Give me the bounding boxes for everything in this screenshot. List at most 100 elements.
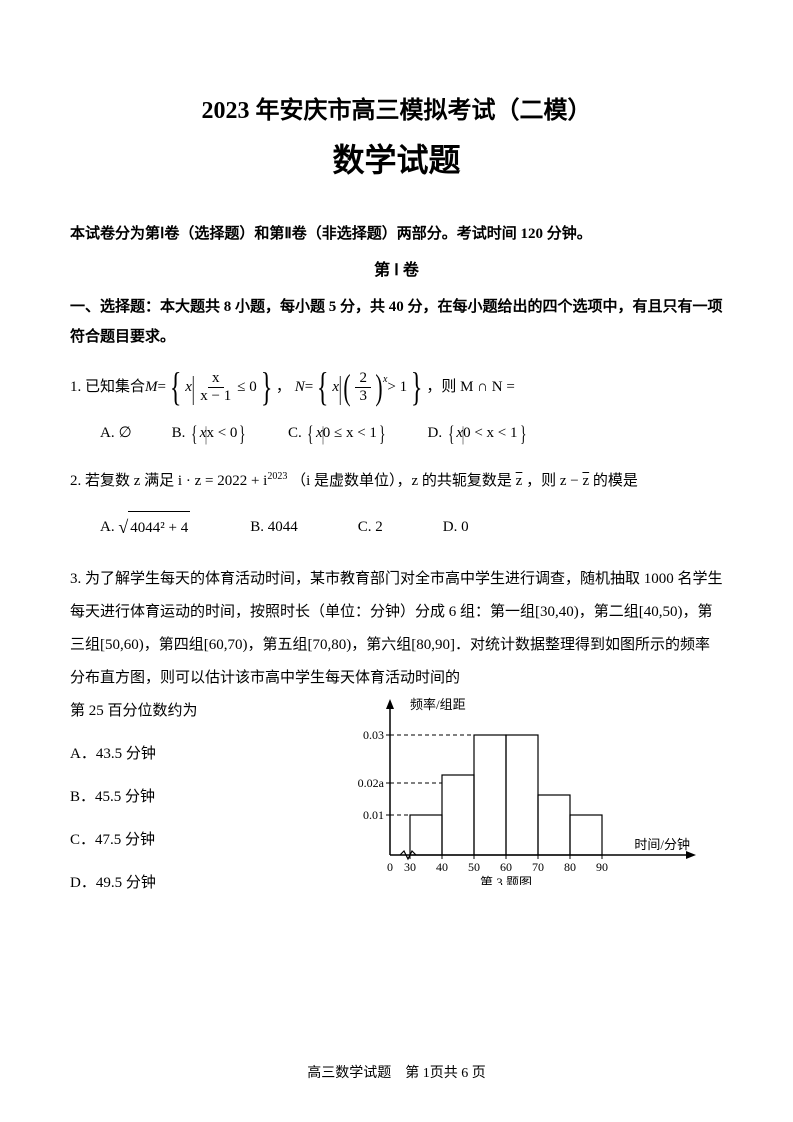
lbrace-icon: { [317, 367, 329, 407]
opt-val: 0 [461, 511, 469, 544]
q3-left: 第 25 百分位数约为 A．43.5 分钟 B．45.5 分钟 C．47.5 分… [70, 695, 320, 900]
section-1-label: 第 Ⅰ 卷 [70, 256, 723, 280]
svg-text:0.03: 0.03 [363, 728, 384, 742]
q3-num: 3. [70, 571, 81, 587]
q1-M: M [145, 371, 158, 404]
q2-option-A: A. √ 4044² + 4 [100, 508, 190, 548]
question-3-stem: 3. 为了解学生每天的体育活动时间，某市教育部门对全市高中学生进行调查，随机抽取… [70, 563, 723, 695]
q1-eq2: = [305, 371, 313, 404]
q1-gt1: > 1 [387, 371, 407, 404]
main-title: 2023 年安庆市高三模拟考试（二模） [70, 90, 723, 125]
sqrt-content: 4044² + 4 [128, 511, 190, 545]
q3-chart: 0.010.02a0.03030405060708090频率/组距时间/分钟第 … [340, 695, 723, 900]
question-3: 3. 为了解学生每天的体育活动时间，某市教育部门对全市高中学生进行调查，随机抽取… [70, 563, 723, 900]
opt-label: C. [288, 426, 302, 441]
opt-label: D. [443, 511, 458, 544]
q1-option-B: B. { x | x < 0 } [172, 423, 248, 445]
frac-num: x [208, 370, 224, 388]
set-cond: x < 0 [206, 426, 237, 441]
set-cond: 0 < x < 1 [463, 426, 517, 441]
lparen-icon: ( [344, 369, 351, 405]
q1-suffix: ，则 M ∩ N = [426, 371, 514, 404]
q1-fraction: x x − 1 [196, 370, 235, 404]
sub-title: 数学试题 [70, 135, 723, 181]
rbrace-icon: } [411, 367, 423, 407]
page-footer: 高三数学试题 第 1页共 6 页 [0, 1062, 793, 1082]
sqrt-icon: √ 4044² + 4 [118, 508, 190, 548]
opt-val: 4044 [268, 511, 298, 544]
q1-option-C: C. { x | 0 ≤ x < 1 } [288, 423, 388, 445]
q1-num: 1. [70, 371, 81, 404]
svg-text:0: 0 [387, 860, 393, 874]
q3-option-D: D．49.5 分钟 [70, 867, 320, 900]
opt-label: D. [428, 426, 443, 441]
q1-prefix: 已知集合 [85, 371, 145, 404]
svg-text:0.01: 0.01 [363, 808, 384, 822]
svg-text:30: 30 [404, 860, 416, 874]
opt-label: B. [250, 511, 264, 544]
q1-N: N [295, 371, 305, 404]
q2-a: 若复数 z 满足 i · z = 2022 + i [85, 473, 267, 489]
q2-num: 2. [70, 473, 81, 489]
lbrace-icon: { [308, 423, 314, 445]
q3-substem: 第 25 百分位数约为 [70, 695, 320, 728]
divider-icon: | [191, 371, 194, 403]
frac-den: 3 [355, 388, 371, 405]
svg-text:70: 70 [532, 860, 544, 874]
q2-d: 的模是 [593, 473, 638, 489]
q2-zbar2: z [582, 473, 589, 489]
rbrace-icon: } [240, 423, 246, 445]
svg-text:频率/组距: 频率/组距 [410, 697, 466, 712]
q3-option-B: B．45.5 分钟 [70, 781, 320, 814]
q2-option-B: B. 4044 [250, 511, 298, 544]
frac-num: 2 [355, 370, 371, 388]
q2-exp: 2023 [267, 471, 287, 482]
lbrace-icon: { [191, 423, 197, 445]
q2-zbar: z [516, 473, 523, 489]
opt-label: A. [100, 417, 115, 450]
exam-instructions: 本试卷分为第Ⅰ卷（选择题）和第Ⅱ卷（非选择题）两部分。考试时间 120 分钟。 [70, 221, 723, 248]
svg-text:0.02a: 0.02a [358, 776, 385, 790]
q2-options: A. √ 4044² + 4 B. 4044 C. 2 D. 0 [70, 508, 723, 548]
svg-text:60: 60 [500, 860, 512, 874]
section-1-heading: 一、选择题：本大题共 8 小题，每小题 5 分，共 40 分，在每小题给出的四个… [70, 292, 723, 352]
radical-icon: √ [118, 508, 128, 548]
set-cond: 0 ≤ x < 1 [323, 426, 377, 441]
svg-text:40: 40 [436, 860, 448, 874]
frac-den: x − 1 [196, 388, 235, 405]
q1-leq0: ≤ 0 [237, 371, 256, 404]
rparen-icon: ) [375, 369, 382, 405]
q1-option-A: A. ∅ [100, 417, 132, 450]
rbrace-icon: } [261, 367, 273, 407]
divider-icon: | [322, 424, 324, 444]
question-1-stem: 1. 已知集合 M = { x | x x − 1 ≤ 0 } ， N = { … [70, 367, 723, 407]
opt-label: B. [172, 426, 186, 441]
opt-val: ∅ [119, 417, 132, 450]
svg-text:80: 80 [564, 860, 576, 874]
divider-icon: | [339, 371, 342, 403]
svg-text:第 3 题图: 第 3 题图 [480, 875, 532, 885]
q2-c: ，则 z − [526, 473, 582, 489]
q2-b: （i 是虚数单位），z 的共轭复数是 [291, 473, 516, 489]
svg-text:时间/分钟: 时间/分钟 [634, 837, 690, 852]
lbrace-icon: { [448, 423, 454, 445]
q1-fraction2: 2 3 [355, 370, 371, 404]
rbrace-icon: } [520, 423, 526, 445]
rbrace-icon: } [379, 423, 385, 445]
question-1: 1. 已知集合 M = { x | x x − 1 ≤ 0 } ， N = { … [70, 367, 723, 450]
question-2-stem: 2. 若复数 z 满足 i · z = 2022 + i2023 （i 是虚数单… [70, 465, 723, 498]
q1-comma: ， [276, 371, 291, 404]
q2-option-D: D. 0 [443, 511, 469, 544]
q1-eq1: = [158, 371, 166, 404]
question-2: 2. 若复数 z 满足 i · z = 2022 + i2023 （i 是虚数单… [70, 465, 723, 548]
opt-label: C. [358, 511, 372, 544]
svg-text:90: 90 [596, 860, 608, 874]
histogram-svg: 0.010.02a0.03030405060708090频率/组距时间/分钟第 … [340, 695, 700, 885]
q3-option-A: A．43.5 分钟 [70, 738, 320, 771]
opt-val: 2 [375, 511, 383, 544]
lbrace-icon: { [170, 367, 182, 407]
q2-option-C: C. 2 [358, 511, 383, 544]
q3-stem: 为了解学生每天的体育活动时间，某市教育部门对全市高中学生进行调查，随机抽取 10… [70, 571, 723, 686]
divider-icon: | [462, 424, 464, 444]
q1-option-D: D. { x | 0 < x < 1 } [428, 423, 529, 445]
